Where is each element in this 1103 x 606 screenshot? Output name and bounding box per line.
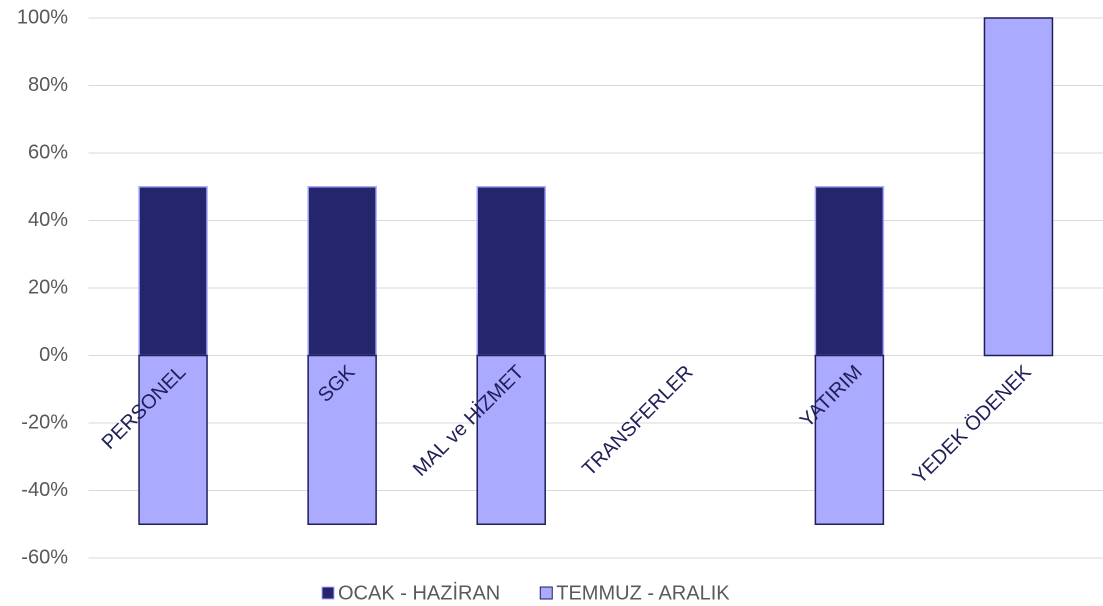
legend-swatch <box>539 586 553 600</box>
y-tick-label: 80% <box>28 74 68 96</box>
bar <box>814 186 885 357</box>
legend-swatch <box>321 586 335 600</box>
bar <box>814 354 885 525</box>
legend-label: OCAK - HAZİRAN <box>338 581 500 604</box>
bar <box>476 354 546 525</box>
bar <box>307 186 377 357</box>
legend-label: TEMMUZ - ARALIK <box>556 582 730 604</box>
y-tick-label: -20% <box>21 411 68 433</box>
bar <box>476 186 546 357</box>
y-tick-label: 100% <box>17 6 68 28</box>
x-tick-label: TRANSFERLER <box>578 361 697 480</box>
bar <box>138 186 208 357</box>
y-tick-label: 60% <box>28 141 68 163</box>
y-tick-label: 0% <box>39 344 68 366</box>
y-tick-label: -60% <box>21 546 68 568</box>
x-tick-label: YEDEK ÖDENEK <box>909 361 1037 489</box>
bar <box>983 17 1054 357</box>
bar <box>138 354 208 525</box>
y-tick-label: 20% <box>28 276 68 298</box>
bar <box>307 354 377 525</box>
y-tick-label: -40% <box>21 479 68 501</box>
y-tick-label: 40% <box>28 209 68 231</box>
